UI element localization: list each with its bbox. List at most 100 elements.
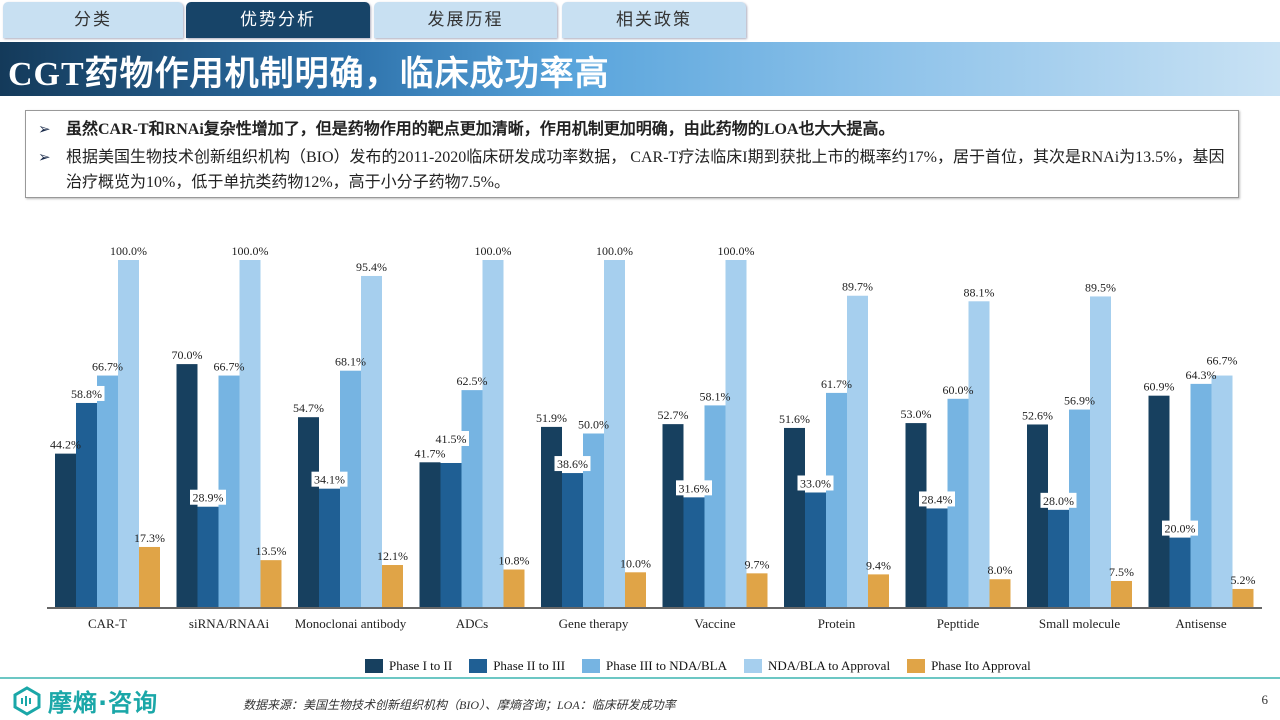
bar: [704, 405, 726, 607]
data-label: 58.1%: [700, 389, 731, 403]
footer-divider: [0, 677, 1280, 679]
bar: [562, 473, 583, 607]
data-label: 66.7%: [1207, 354, 1238, 368]
data-label-bg: [190, 489, 226, 505]
tab-development-history[interactable]: 发展历程: [374, 2, 557, 38]
legend-label: Phase III to NDA/BLA: [606, 658, 727, 673]
bar: [461, 390, 483, 607]
bar: [139, 546, 160, 607]
data-label: 28.4%: [922, 492, 953, 506]
data-label: 13.5%: [256, 544, 287, 558]
bar: [968, 301, 990, 607]
data-label: 100.0%: [110, 244, 147, 258]
category-label: siRNA/RNAAi: [189, 616, 270, 631]
bar: [826, 392, 847, 607]
bullet-text-1: 虽然CAR-T和RNAi复杂性增加了，但是药物作用的靶点更加清晰，作用机制更加明…: [66, 121, 895, 138]
bar: [662, 424, 684, 607]
data-label: 51.6%: [779, 412, 810, 426]
tab-advantage-analysis[interactable]: 优势分析: [186, 2, 370, 38]
data-label: 58.8%: [71, 387, 102, 401]
bar: [382, 565, 403, 607]
category-label: Monoclonai antibody: [295, 616, 407, 631]
legend-swatch: [365, 659, 383, 673]
data-label: 10.0%: [620, 556, 651, 570]
data-label: 100.0%: [596, 244, 633, 258]
legend-swatch: [907, 659, 926, 673]
data-label: 88.1%: [964, 285, 995, 299]
legend-item: Phase III to NDA/BLA: [582, 658, 727, 674]
data-label: 10.8%: [499, 554, 530, 568]
data-label: 9.4%: [866, 558, 891, 572]
bar: [55, 453, 76, 607]
data-label: 54.7%: [293, 401, 324, 415]
category-label: Protein: [818, 616, 856, 631]
data-label: 66.7%: [214, 360, 245, 374]
data-label-bg: [68, 385, 105, 401]
data-label: 64.3%: [1186, 368, 1217, 382]
bar: [76, 402, 97, 607]
bar: [239, 260, 261, 607]
data-label-bg: [1040, 492, 1077, 508]
category-label: CAR-T: [88, 616, 127, 631]
bar: [218, 375, 240, 607]
data-label: 5.2%: [1231, 573, 1256, 587]
bar: [340, 370, 361, 607]
chart-legend: Phase I to II Phase II to III Phase III to…: [365, 658, 1048, 674]
data-label: 100.0%: [718, 244, 755, 258]
category-label: Pepttide: [937, 616, 980, 631]
bullet-text-2: 根据美国生物技术创新组织机构（BIO）发布的2011-2020临床研发成功率数据…: [66, 149, 1225, 191]
category-label: Antisense: [1175, 616, 1227, 631]
data-label: 28.9%: [193, 491, 224, 505]
data-label: 89.5%: [1085, 280, 1116, 294]
data-label: 100.0%: [232, 244, 269, 258]
company-logo: 摩熵·咨询: [12, 683, 158, 718]
category-label: Gene therapy: [559, 616, 629, 631]
legend-label: NDA/BLA to Approval: [768, 658, 891, 673]
bar: [1090, 296, 1111, 607]
bar: [503, 569, 525, 607]
data-label: 38.6%: [557, 457, 588, 471]
bar: [482, 260, 504, 607]
legend-label: Phase II to III: [493, 658, 566, 673]
data-label: 61.7%: [821, 377, 852, 391]
data-label: 70.0%: [172, 348, 203, 362]
data-label: 34.1%: [314, 473, 345, 487]
legend-item: NDA/BLA to Approval: [744, 658, 890, 674]
bar: [1190, 383, 1212, 607]
bar: [319, 488, 340, 607]
bar: [989, 579, 1011, 607]
bar: [604, 260, 625, 607]
data-label-bg: [797, 475, 834, 491]
bar: [118, 260, 139, 607]
bar: [1211, 375, 1233, 607]
data-label: 56.9%: [1064, 394, 1095, 408]
bar: [1048, 509, 1069, 607]
summary-box: ➢ 虽然CAR-T和RNAi复杂性增加了，但是药物作用的靶点更加清晰，作用机制更…: [25, 110, 1239, 198]
bar: [361, 275, 382, 607]
bar: [260, 560, 282, 607]
tab-classification[interactable]: 分类: [3, 2, 183, 38]
legend-swatch: [744, 659, 762, 673]
bar: [1111, 580, 1132, 607]
data-label: 50.0%: [578, 418, 609, 432]
legend-swatch: [469, 659, 488, 673]
tab-related-policies[interactable]: 相关政策: [562, 2, 746, 38]
data-label-bg: [919, 491, 955, 507]
bar: [197, 506, 219, 607]
data-label: 7.5%: [1109, 565, 1134, 579]
bar: [1232, 588, 1254, 607]
data-label: 8.0%: [988, 563, 1013, 577]
bar: [725, 260, 747, 607]
data-label-bg: [433, 430, 469, 446]
page-title: CGT药物作用机制明确，临床成功率高: [8, 56, 610, 93]
bar: [176, 364, 198, 607]
data-label: 28.0%: [1043, 494, 1074, 508]
data-label-bg: [554, 456, 591, 472]
arrow-right-icon: ➢: [38, 150, 51, 166]
data-label: 62.5%: [457, 374, 488, 388]
data-label: 17.3%: [134, 531, 165, 545]
data-label: 31.6%: [679, 481, 710, 495]
bar: [947, 398, 969, 607]
logo-text: 摩熵·咨询: [48, 689, 159, 717]
logo-icon: [13, 685, 41, 716]
